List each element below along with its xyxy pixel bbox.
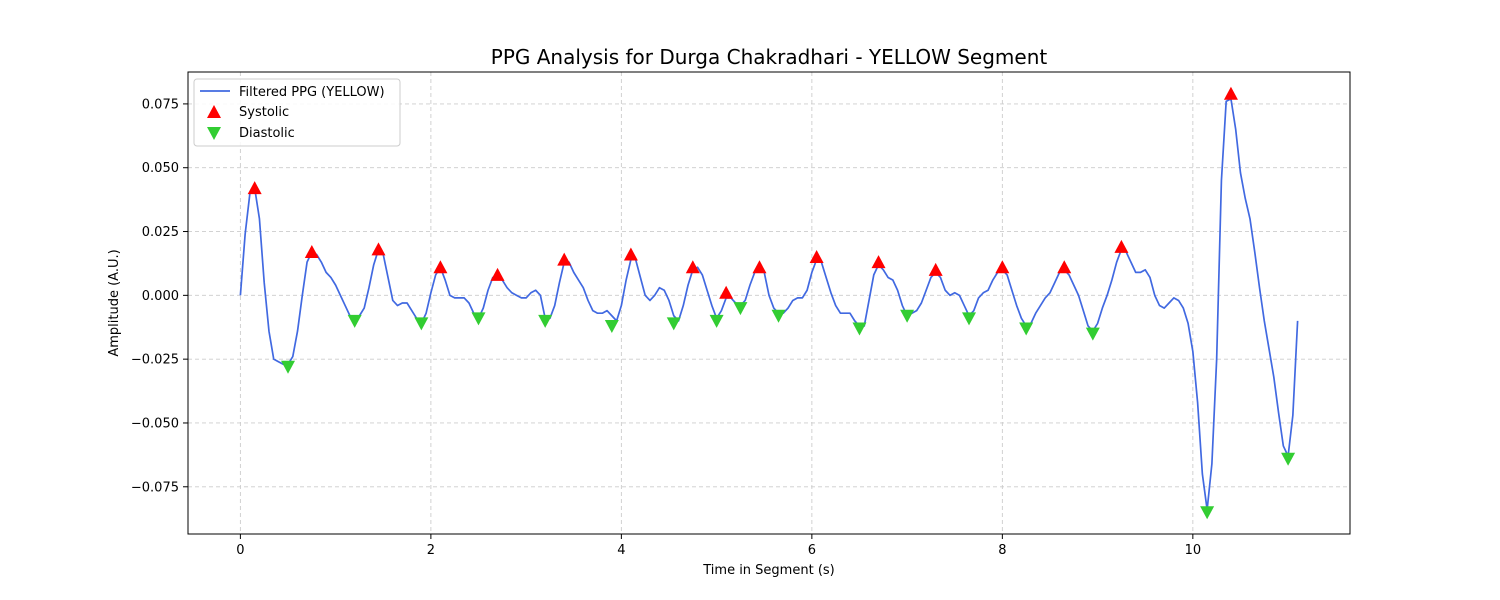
y-axis-label: Amplitude (A.U.) [107, 249, 122, 356]
systolic-peak-marker [1057, 260, 1072, 274]
diastolic-trough-marker [733, 302, 748, 316]
legend-systolic-marker-icon [207, 105, 221, 118]
legend-box [193, 78, 401, 147]
legend-label-diastolic: Diastolic [239, 126, 295, 141]
legend-label-filtered-ppg: Filtered PPG (YELLOW) [239, 85, 385, 100]
y-tick-label: 0.000 [142, 289, 179, 304]
x-tick-label: 8 [998, 543, 1006, 558]
diastolic-trough-marker [281, 360, 296, 374]
x-tick-label: 4 [617, 543, 625, 558]
systolic-peak-marker [623, 247, 638, 261]
systolic-peak-marker [685, 260, 700, 274]
y-tick-label: −0.075 [131, 480, 179, 495]
systolic-peak-marker [1223, 86, 1238, 100]
x-tick-label: 0 [236, 543, 244, 558]
x-axis-label: Time in Segment (s) [702, 563, 834, 578]
diastolic-trough-marker [666, 317, 681, 331]
plot-area-frame [187, 71, 1351, 535]
systolic-peak-marker [557, 252, 572, 266]
diastolic-trough-marker [962, 312, 977, 326]
diastolic-trough-marker [1200, 506, 1215, 520]
diastolic-trough-marker [347, 314, 362, 328]
systolic-peak-marker [809, 250, 824, 264]
y-tick-label: −0.025 [131, 353, 179, 368]
legend-diastolic-marker-icon [207, 127, 221, 140]
systolic-peak-marker [490, 267, 505, 281]
systolic-peak-marker [433, 260, 448, 274]
y-tick-label: 0.025 [142, 225, 179, 240]
legend-label-systolic: Systolic [239, 105, 289, 120]
systolic-peak-marker [752, 260, 767, 274]
systolic-peak-marker [928, 262, 943, 276]
axis-ticks: 0 2 4 6 8 10 −0.075 −0.050 −0.025 0.000 0.025 0.050… [131, 97, 1201, 558]
systolic-peak-marker [719, 285, 734, 299]
diastolic-trough-marker [900, 309, 915, 323]
diastolic-trough-marker [1281, 452, 1296, 466]
y-tick-label: 0.050 [142, 161, 179, 176]
systolic-peak-marker [304, 244, 319, 258]
legend: Filtered PPG (YELLOW) Systolic Diastolic [193, 78, 401, 147]
diastolic-trough-marker [709, 314, 724, 328]
diastolic-trough-marker [1019, 322, 1034, 336]
y-tick-label: 0.075 [142, 97, 179, 112]
diastolic-trough-marker [852, 322, 867, 336]
chart-title: PPG Analysis for Durga Chakradhari - YEL… [491, 45, 1048, 69]
diastolic-trough-marker [471, 312, 486, 326]
systolic-peak-marker [995, 260, 1010, 274]
diastolic-trough-marker [604, 319, 619, 333]
x-tick-label: 10 [1185, 543, 1202, 558]
systolic-peak-marker [247, 181, 262, 195]
systolic-peak-marker [371, 242, 386, 256]
diastolic-trough-marker [771, 309, 786, 323]
diastolic-trough-marker [414, 317, 429, 331]
systolic-peak-marker [871, 255, 886, 269]
systolic-peak-marker [1114, 239, 1129, 253]
x-tick-label: 6 [808, 543, 816, 558]
y-tick-label: −0.050 [131, 416, 179, 431]
marker-layer [247, 86, 1296, 520]
diastolic-trough-marker [538, 314, 553, 328]
x-tick-label: 2 [427, 543, 435, 558]
diastolic-trough-marker [1085, 327, 1100, 341]
